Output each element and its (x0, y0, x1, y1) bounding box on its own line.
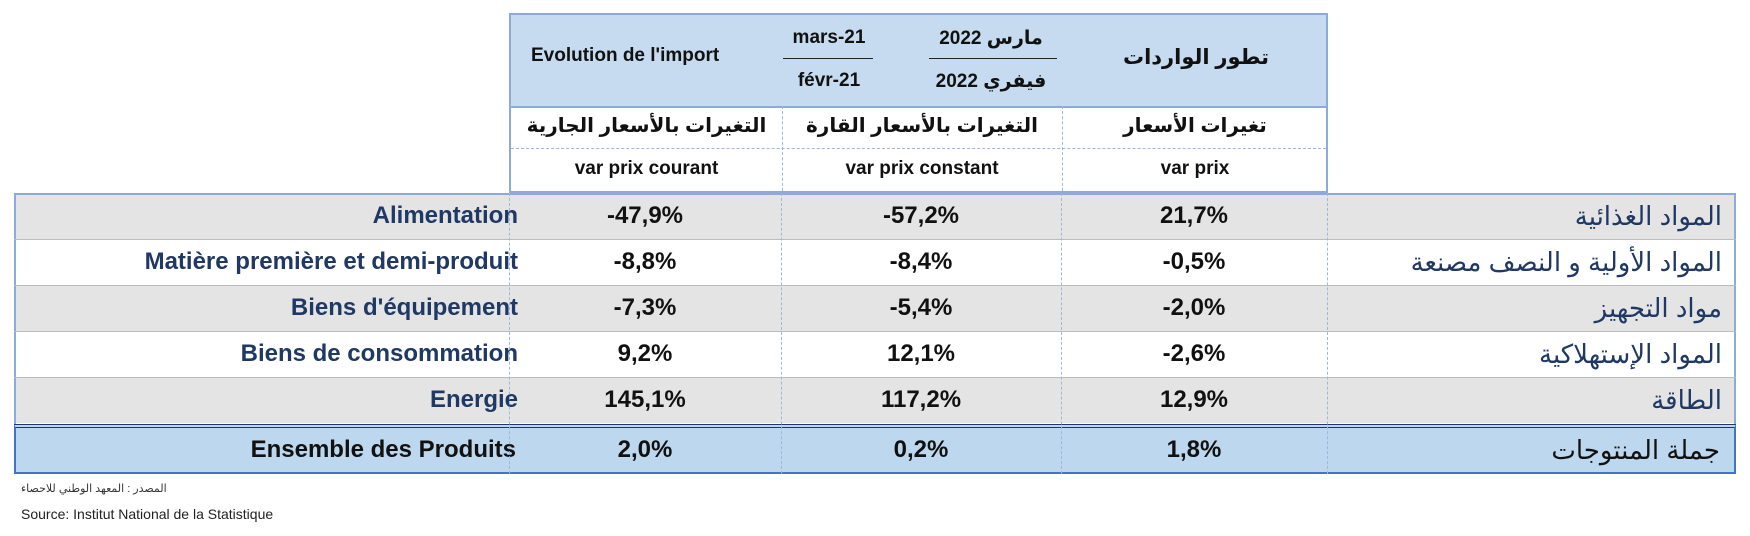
col3-label-ar: تغيرات الأسعار (1123, 115, 1267, 137)
header-period1-fr: mars-21 (792, 27, 866, 48)
total-label-ar: جملة المنتوجات (1551, 435, 1720, 465)
row-value-current: -8,8% (613, 248, 677, 275)
total-value-constant: 0,2% (893, 436, 949, 463)
total-value-current: 2,0% (617, 436, 673, 463)
total-row: Ensemble des Produits 2,0% 0,2% 1,8% جمل… (14, 424, 1736, 474)
table-header: Evolution de l'import mars-21 févr-21 ما… (509, 13, 1328, 193)
row-label-ar: الطاقة (1651, 385, 1722, 415)
row-value-current: -47,9% (606, 202, 684, 229)
table-row: Biens de consommation 9,2% 12,1% -2,6% ا… (14, 331, 1736, 377)
total-label-fr: Ensemble des Produits (250, 436, 516, 463)
col3-label-fr: var prix (1160, 158, 1230, 179)
header-period2-ar: فيفري 2022 (935, 71, 1047, 92)
row-divider (14, 239, 1736, 240)
row-value-price: -2,6% (1162, 340, 1226, 367)
row-value-price: 12,9% (1159, 386, 1229, 413)
row-label-fr: Biens d'équipement (290, 294, 518, 321)
col-divider (1327, 193, 1328, 474)
row-label-fr: Alimentation (372, 202, 518, 229)
period-divider-fr (783, 58, 873, 59)
row-label-fr: Matière première et demi-produit (144, 248, 518, 275)
period-divider-ar (929, 58, 1057, 59)
row-label-ar: مواد التجهيز (1594, 293, 1722, 323)
col2-label-fr: var prix constant (845, 158, 999, 179)
header-row-divider (511, 148, 1326, 149)
row-value-current: 9,2% (617, 340, 673, 367)
row-label-ar: المواد الأولية و النصف مصنعة (1410, 247, 1722, 277)
header-title-band: Evolution de l'import mars-21 févr-21 ما… (511, 15, 1326, 108)
col-divider (1061, 193, 1062, 474)
col-divider (781, 193, 782, 474)
row-value-constant: -5,4% (889, 294, 953, 321)
col1-label-fr: var prix courant (574, 158, 719, 179)
header-title-fr: Evolution de l'import (531, 45, 720, 66)
table-row: Matière première et demi-produit -8,8% -… (14, 239, 1736, 285)
col-divider (509, 193, 510, 474)
header-title-ar: تطور الواردات (1122, 46, 1270, 69)
row-divider (14, 285, 1736, 286)
col1-label-ar: التغيرات بالأسعار الجارية (526, 115, 767, 137)
col2-label-ar: التغيرات بالأسعار القارة (806, 115, 1038, 137)
row-value-price: -0,5% (1162, 248, 1226, 275)
table-row: Energie 145,1% 117,2% 12,9% الطاقة (14, 377, 1736, 423)
source-fr: Source: Institut National de la Statisti… (21, 506, 274, 522)
header-period2-fr: févr-21 (797, 70, 861, 91)
row-value-constant: 12,1% (886, 340, 956, 367)
row-label-ar: المواد الإستهلاكية (1539, 339, 1722, 369)
row-label-fr: Biens de consommation (240, 340, 518, 367)
row-label-fr: Energie (429, 386, 518, 413)
total-value-price: 1,8% (1166, 436, 1222, 463)
source-ar: المصدر : المعهد الوطني للاحصاء (21, 483, 167, 495)
header-period1-ar: مارس 2022 (939, 28, 1043, 49)
row-value-price: 21,7% (1159, 202, 1229, 229)
row-value-current: 145,1% (604, 386, 686, 413)
row-divider (14, 377, 1736, 378)
row-value-constant: -57,2% (882, 202, 960, 229)
table-row: Biens d'équipement -7,3% -5,4% -2,0% موا… (14, 285, 1736, 331)
row-value-constant: -8,4% (889, 248, 953, 275)
row-label-ar: المواد الغذائية (1574, 201, 1722, 231)
row-value-price: -2,0% (1162, 294, 1226, 321)
row-value-current: -7,3% (613, 294, 677, 321)
row-divider (14, 331, 1736, 332)
table-row: Alimentation -47,9% -57,2% 21,7% المواد … (14, 193, 1736, 239)
row-value-constant: 117,2% (880, 386, 962, 413)
